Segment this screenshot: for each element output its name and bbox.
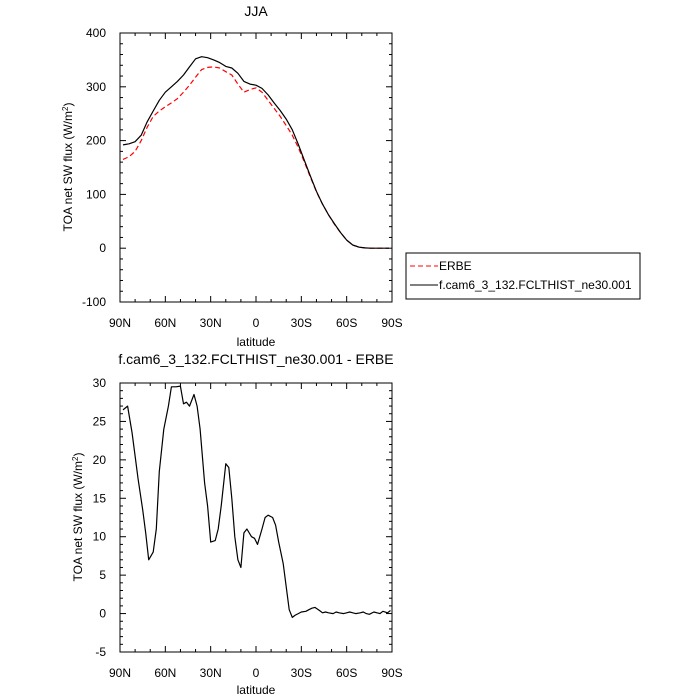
top-y-tick-label: 0 [99, 241, 106, 255]
legend-entry-model: f.cam6_3_132.FCLTHIST_ne30.001 [439, 278, 632, 292]
top-plot-frame [119, 32, 393, 303]
top-x-tick-label: 90S [381, 316, 402, 330]
bottom-panel: f.cam6_3_132.FCLTHIST_ne30.001 - ERBE 90… [71, 351, 403, 697]
bottom-y-tick-label: 10 [93, 530, 107, 544]
top-y-tick-label: 200 [86, 134, 106, 148]
bottom-x-tick-label: 30N [200, 666, 222, 680]
bottom-x-tick-label: 60N [154, 666, 176, 680]
top-series-line-0 [122, 66, 389, 249]
bottom-y-tick-label: 15 [93, 491, 107, 505]
bottom-x-axis-label: latitude [237, 683, 276, 697]
top-x-tick-label: 0 [253, 316, 260, 330]
bottom-y-tick-label: 25 [93, 414, 107, 428]
bottom-x-tick-label: 30S [291, 666, 312, 680]
bottom-y-tick-label: 0 [99, 607, 106, 621]
top-y-tick-label: 300 [86, 80, 106, 94]
legend-box [405, 252, 641, 300]
top-x-tick-label: 90N [109, 316, 131, 330]
top-x-tick-label: 60N [154, 316, 176, 330]
bottom-y-tick-label: 30 [93, 376, 107, 390]
bottom-x-tick-label: 0 [253, 666, 260, 680]
top-x-axis-label: latitude [237, 335, 276, 349]
bottom-y-tick-label: 5 [99, 568, 106, 582]
top-y-tick-label: 100 [86, 187, 106, 201]
legend-entry-erbe: ERBE [439, 259, 472, 273]
top-x-tick-label: 30S [291, 316, 312, 330]
top-series-line-1 [122, 56, 389, 249]
bottom-y-tick-label: 20 [93, 453, 107, 467]
bottom-x-tick-label: 60S [336, 666, 357, 680]
legend: ERBE f.cam6_3_132.FCLTHIST_ne30.001 [405, 252, 641, 300]
bottom-plot-frame [119, 382, 393, 653]
top-x-tick-label: 30N [200, 316, 222, 330]
top-y-tick-label: 400 [86, 26, 106, 40]
bottom-x-tick-label: 90N [109, 666, 131, 680]
top-y-axis-label: TOA net SW flux (W/m2) [61, 103, 75, 232]
bottom-y-axis-label: TOA net SW flux (W/m2) [71, 453, 85, 582]
top-panel: JJA 90N 60N 30N 0 30S 60S 90S -100 0 100 200 300 400… [61, 3, 403, 349]
top-y-tick-label: -100 [82, 295, 106, 309]
top-x-tick-label: 60S [336, 316, 357, 330]
top-chart-title: JJA [244, 3, 268, 19]
bottom-x-tick-label: 90S [381, 666, 402, 680]
bottom-series-line-0 [122, 385, 391, 619]
bottom-y-tick-label: -5 [95, 645, 106, 659]
bottom-chart-title: f.cam6_3_132.FCLTHIST_ne30.001 - ERBE [118, 351, 393, 367]
